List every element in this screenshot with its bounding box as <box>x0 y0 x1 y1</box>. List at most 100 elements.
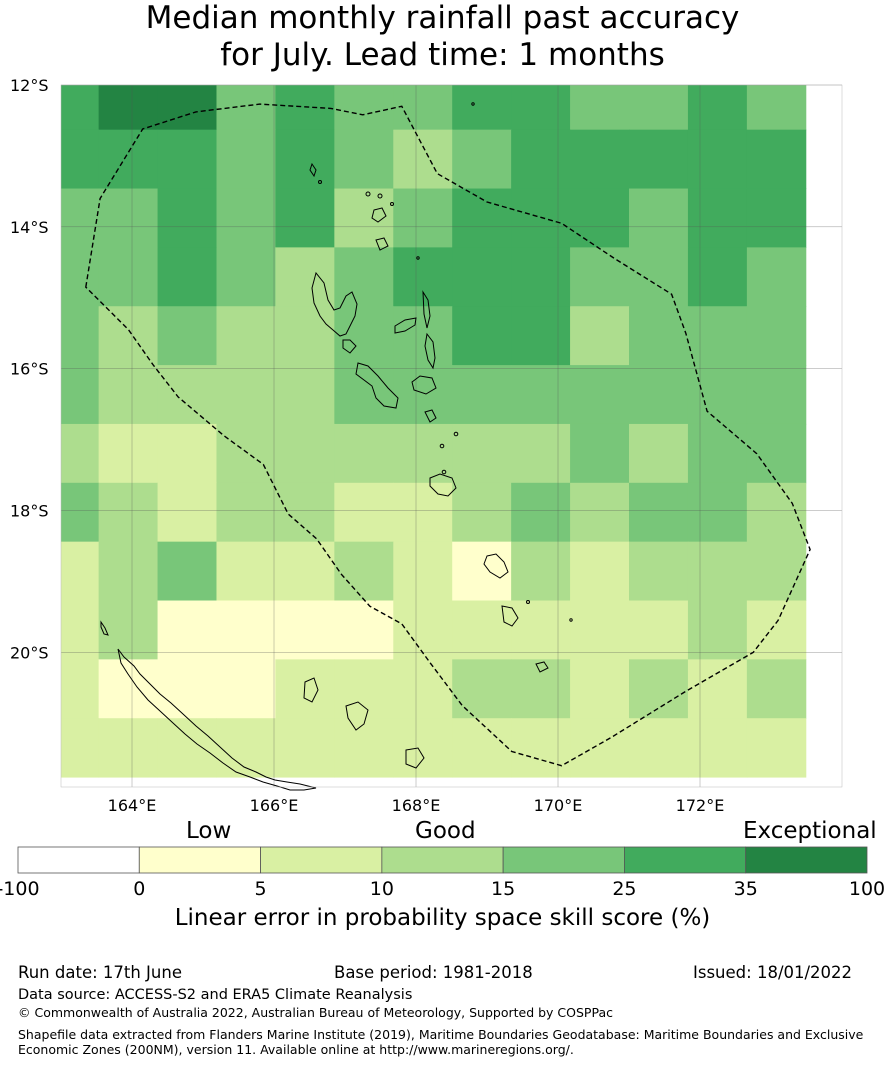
skill-cell <box>157 247 217 307</box>
skill-cell <box>157 718 217 778</box>
skill-cell <box>629 482 689 543</box>
colorbar-segment <box>260 846 383 874</box>
skill-cell <box>275 541 335 602</box>
skill-cell <box>452 247 512 307</box>
skill-cell <box>687 659 748 719</box>
latitude-label: 14°S <box>10 218 49 237</box>
skill-map: 12°S 14°S 16°S 18°S 20°S 164°E 166°E 168°E 170°… <box>10 78 843 815</box>
skill-cell <box>746 365 807 425</box>
chart-title: Median monthly rainfall past accuracy fo… <box>0 0 885 74</box>
skill-cell <box>216 188 276 248</box>
skill-cell <box>452 600 512 660</box>
skill-cell <box>98 423 159 484</box>
longitude-label: 166°E <box>250 796 299 815</box>
colorbar: -100 0 5 10 15 25 35 100 <box>0 846 885 900</box>
skill-cell <box>452 718 512 778</box>
colorbar-tick-label: 0 <box>133 878 145 900</box>
skill-cell <box>746 482 807 543</box>
latitude-labels: 12°S 14°S 16°S 18°S 20°S <box>10 78 49 662</box>
ouvea-island <box>303 677 319 703</box>
skill-cell <box>334 659 394 719</box>
skill-cell <box>275 423 335 484</box>
colorbar-tick-label: 15 <box>491 878 515 900</box>
skill-cell <box>61 482 100 543</box>
colorbar-tick-label: 100 <box>849 878 885 900</box>
shapefile-credit-line-1: Shapefile data extracted from Flanders M… <box>18 1027 864 1042</box>
skill-cell <box>511 85 571 131</box>
skill-cell <box>570 306 630 366</box>
ambrym-island <box>411 375 437 395</box>
ambae-island <box>394 317 417 334</box>
skill-cell <box>570 129 630 190</box>
skill-cell <box>746 659 807 719</box>
skill-cell <box>61 423 100 484</box>
latitude-label: 12°S <box>10 78 49 95</box>
base-period: Base period: 1981-2018 <box>334 963 533 982</box>
skill-cell <box>629 129 689 190</box>
tanna-island <box>501 605 519 627</box>
skill-cell <box>275 129 335 190</box>
skill-cell <box>687 306 748 366</box>
skill-cell <box>452 423 512 484</box>
title-line-2: for July. Lead time: 1 months <box>220 37 665 73</box>
run-date: Run date: 17th June <box>18 963 182 982</box>
skill-cell <box>334 247 394 307</box>
skill-cell <box>61 541 100 602</box>
skill-cell <box>275 85 335 131</box>
skill-cell <box>98 247 159 307</box>
skill-cell <box>157 600 217 660</box>
skill-cell <box>216 85 276 131</box>
longitude-label: 172°E <box>676 796 725 815</box>
skill-cell <box>216 482 276 543</box>
latitude-label: 16°S <box>10 360 49 379</box>
category-low-label: Low <box>186 818 232 844</box>
skill-cell <box>216 423 276 484</box>
skill-cell <box>746 718 807 778</box>
skill-cell <box>275 482 335 543</box>
skill-cell <box>157 188 217 248</box>
skill-cell <box>157 423 217 484</box>
skill-cell <box>275 247 335 307</box>
skill-cell <box>393 659 453 719</box>
category-good-label: Good <box>415 818 476 844</box>
skill-cell <box>61 306 100 366</box>
skill-cell <box>452 306 512 366</box>
skill-cell <box>157 659 217 719</box>
skill-cell <box>511 188 571 248</box>
skill-cell <box>511 365 571 425</box>
skill-cell <box>570 659 630 719</box>
longitude-labels: 164°E 166°E 168°E 170°E 172°E <box>108 796 725 815</box>
skill-cell <box>334 306 394 366</box>
skill-cell <box>511 306 571 366</box>
skill-cell <box>216 306 276 366</box>
skill-cell <box>98 659 159 719</box>
skill-cell <box>511 659 571 719</box>
skill-cell <box>393 129 453 190</box>
skill-cell <box>687 85 748 131</box>
skill-cell <box>746 541 807 602</box>
skill-cell <box>275 365 335 425</box>
matthew-island <box>535 661 549 673</box>
latitude-label: 20°S <box>10 643 49 662</box>
skill-cell <box>157 129 217 190</box>
erromango-island <box>483 553 509 579</box>
skill-cell <box>452 85 512 131</box>
skill-cell <box>61 247 100 307</box>
skill-cell <box>452 188 512 248</box>
skill-cell <box>216 659 276 719</box>
skill-cell <box>629 306 689 366</box>
skill-cell <box>61 188 100 248</box>
skill-cell <box>98 541 159 602</box>
banks-island <box>371 207 387 223</box>
skill-cell <box>275 718 335 778</box>
skill-cell <box>275 188 335 248</box>
skill-cell <box>334 718 394 778</box>
skill-cell <box>452 482 512 543</box>
skill-cell <box>216 247 276 307</box>
skill-cell <box>629 85 689 131</box>
colorbar-segment <box>138 846 261 874</box>
colorbar-tick-label: 25 <box>612 878 636 900</box>
skill-cell <box>393 718 453 778</box>
skill-cell <box>216 365 276 425</box>
skill-cell <box>687 129 748 190</box>
